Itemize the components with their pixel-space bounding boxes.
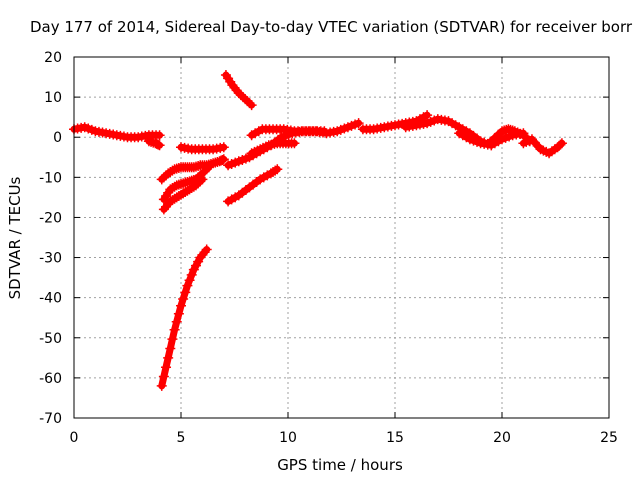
data-point [246, 100, 257, 111]
y-tick-label: -40 [39, 291, 62, 307]
data-point [163, 352, 174, 363]
data-point [203, 162, 214, 173]
data-point [353, 118, 364, 129]
data-point [176, 300, 186, 311]
y-tick-label: -60 [39, 371, 62, 387]
series-arc-04 [220, 70, 257, 111]
y-tick-label: 10 [44, 90, 62, 106]
data-point [186, 269, 197, 280]
y-tick-label: -20 [39, 210, 62, 226]
data-point [184, 275, 195, 286]
y-tick-label: -70 [39, 411, 62, 427]
y-axis-label: SDTVAR / TECUs [6, 176, 24, 299]
y-tick-label: -30 [39, 251, 62, 267]
plot-frame [73, 56, 610, 419]
data-point [244, 98, 255, 109]
series-arc-01 [69, 122, 165, 143]
data-point [180, 287, 191, 298]
series-arc-08 [156, 244, 212, 391]
series-arc-17 [518, 134, 567, 159]
data-point [171, 316, 182, 327]
x-tick-label: 25 [600, 430, 618, 446]
y-tick-label: -10 [39, 170, 62, 186]
x-tick-label: 5 [177, 430, 186, 446]
data-point [167, 334, 178, 345]
data-point [272, 164, 283, 175]
y-tick-label: 20 [44, 50, 62, 66]
axis-ticks: 0 5 10 15 20 25 -70 -60 -50 -40 -30 -20 -10 0 10 20 [39, 50, 618, 446]
x-tick-label: 10 [279, 430, 297, 446]
x-axis-label: GPS time / hours [277, 456, 403, 474]
data-point [154, 140, 165, 151]
x-tick-label: 0 [70, 430, 79, 446]
data-point [167, 165, 178, 176]
data-point [169, 324, 180, 335]
y-tick-label: 0 [53, 130, 62, 146]
data-point [289, 138, 300, 149]
series-trace [158, 246, 211, 390]
data-point [218, 142, 229, 153]
data-marks [69, 70, 567, 391]
data-point [218, 154, 229, 165]
data-point [555, 139, 566, 150]
x-tick-label: 15 [386, 430, 404, 446]
series-arc-10 [246, 138, 300, 159]
series-arc-02 [143, 136, 165, 151]
series-arc-11 [246, 118, 364, 141]
data-point [556, 138, 567, 149]
series-arc-03 [176, 142, 229, 155]
data-point [169, 181, 180, 192]
data-point [165, 343, 176, 354]
data-point [201, 244, 212, 255]
data-point [270, 165, 281, 176]
data-point [158, 371, 169, 382]
data-point [182, 280, 193, 291]
data-point [178, 294, 189, 305]
x-tick-label: 20 [493, 430, 511, 446]
data-point [195, 176, 206, 187]
data-point [156, 380, 167, 391]
data-point [154, 130, 165, 141]
data-point [201, 164, 212, 175]
data-point [161, 362, 172, 373]
chart-title: Day 177 of 2014, Sidereal Day-to-day VTE… [30, 18, 633, 36]
series-arc-12 [223, 164, 283, 207]
data-point [173, 308, 184, 319]
grid-lines [74, 57, 609, 418]
series-arc-07 [158, 174, 208, 215]
data-point [197, 174, 208, 185]
y-tick-label: -50 [39, 331, 62, 347]
